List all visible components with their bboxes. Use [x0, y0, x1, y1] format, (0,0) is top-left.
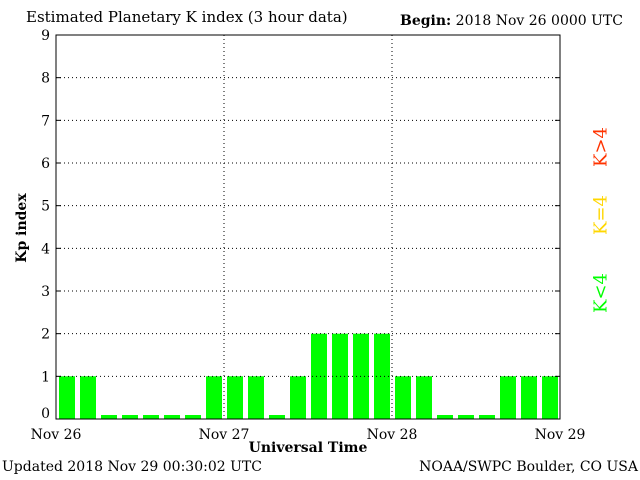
data-credit: NOAA/SWPC Boulder, CO USA — [419, 459, 638, 475]
kp-bar — [290, 376, 306, 419]
legend-k-equal-4: K=4 — [590, 195, 612, 235]
kp-bar — [395, 376, 411, 419]
updated-timestamp: Updated 2018 Nov 29 00:30:02 UTC — [2, 459, 262, 475]
x-tick-label: Nov 29 — [535, 427, 586, 443]
kp-bar — [311, 333, 327, 419]
legend-k-less-4: K<4 — [590, 273, 612, 313]
kp-bar — [458, 415, 474, 419]
kp-bar — [416, 376, 432, 419]
begin-time: Begin: 2018 Nov 26 0000 UTC — [400, 13, 623, 29]
plot-frame — [55, 34, 561, 420]
kp-bar — [269, 415, 285, 419]
chart-title: Estimated Planetary K index (3 hour data… — [26, 8, 348, 26]
kp-bar — [59, 376, 75, 419]
y-tick-label: 5 — [41, 199, 50, 215]
x-tick-label: Nov 27 — [199, 427, 250, 443]
kp-legend: K>4 K=4 K<4 — [585, 100, 617, 340]
y-tick-label: 7 — [41, 113, 50, 129]
y-tick-label: 3 — [41, 284, 50, 300]
kp-bar — [206, 376, 222, 419]
kp-bar — [101, 415, 117, 419]
kp-bar — [479, 415, 495, 419]
y-tick-label: 1 — [41, 369, 50, 385]
kp-bar — [227, 376, 243, 419]
y-tick-label: 8 — [41, 71, 50, 87]
kp-bar — [80, 376, 96, 419]
begin-value: 2018 Nov 26 0000 UTC — [455, 13, 623, 29]
kp-bar — [542, 376, 558, 419]
x-axis-label: Universal Time — [248, 440, 368, 456]
kp-bar — [374, 333, 390, 419]
kp-bar — [248, 376, 264, 419]
x-tick-label: Nov 26 — [31, 427, 82, 443]
kp-bar — [521, 376, 537, 419]
y-tick-label: 2 — [41, 327, 50, 343]
y-tick-label: 6 — [41, 156, 50, 172]
y-tick-label: 0 — [41, 406, 50, 422]
kp-bar — [122, 415, 138, 419]
kp-bar — [164, 415, 180, 419]
x-tick-label: Nov 28 — [367, 427, 418, 443]
kp-bar — [500, 376, 516, 419]
kp-bar — [437, 415, 453, 419]
y-tick-label: 4 — [41, 241, 50, 257]
y-tick-label: 9 — [41, 28, 50, 44]
begin-label: Begin: — [400, 13, 452, 29]
legend-k-greater-4: K>4 — [590, 127, 612, 167]
kp-bar — [185, 415, 201, 419]
kp-bar — [143, 415, 159, 419]
y-axis-label: Kp index — [14, 193, 30, 263]
